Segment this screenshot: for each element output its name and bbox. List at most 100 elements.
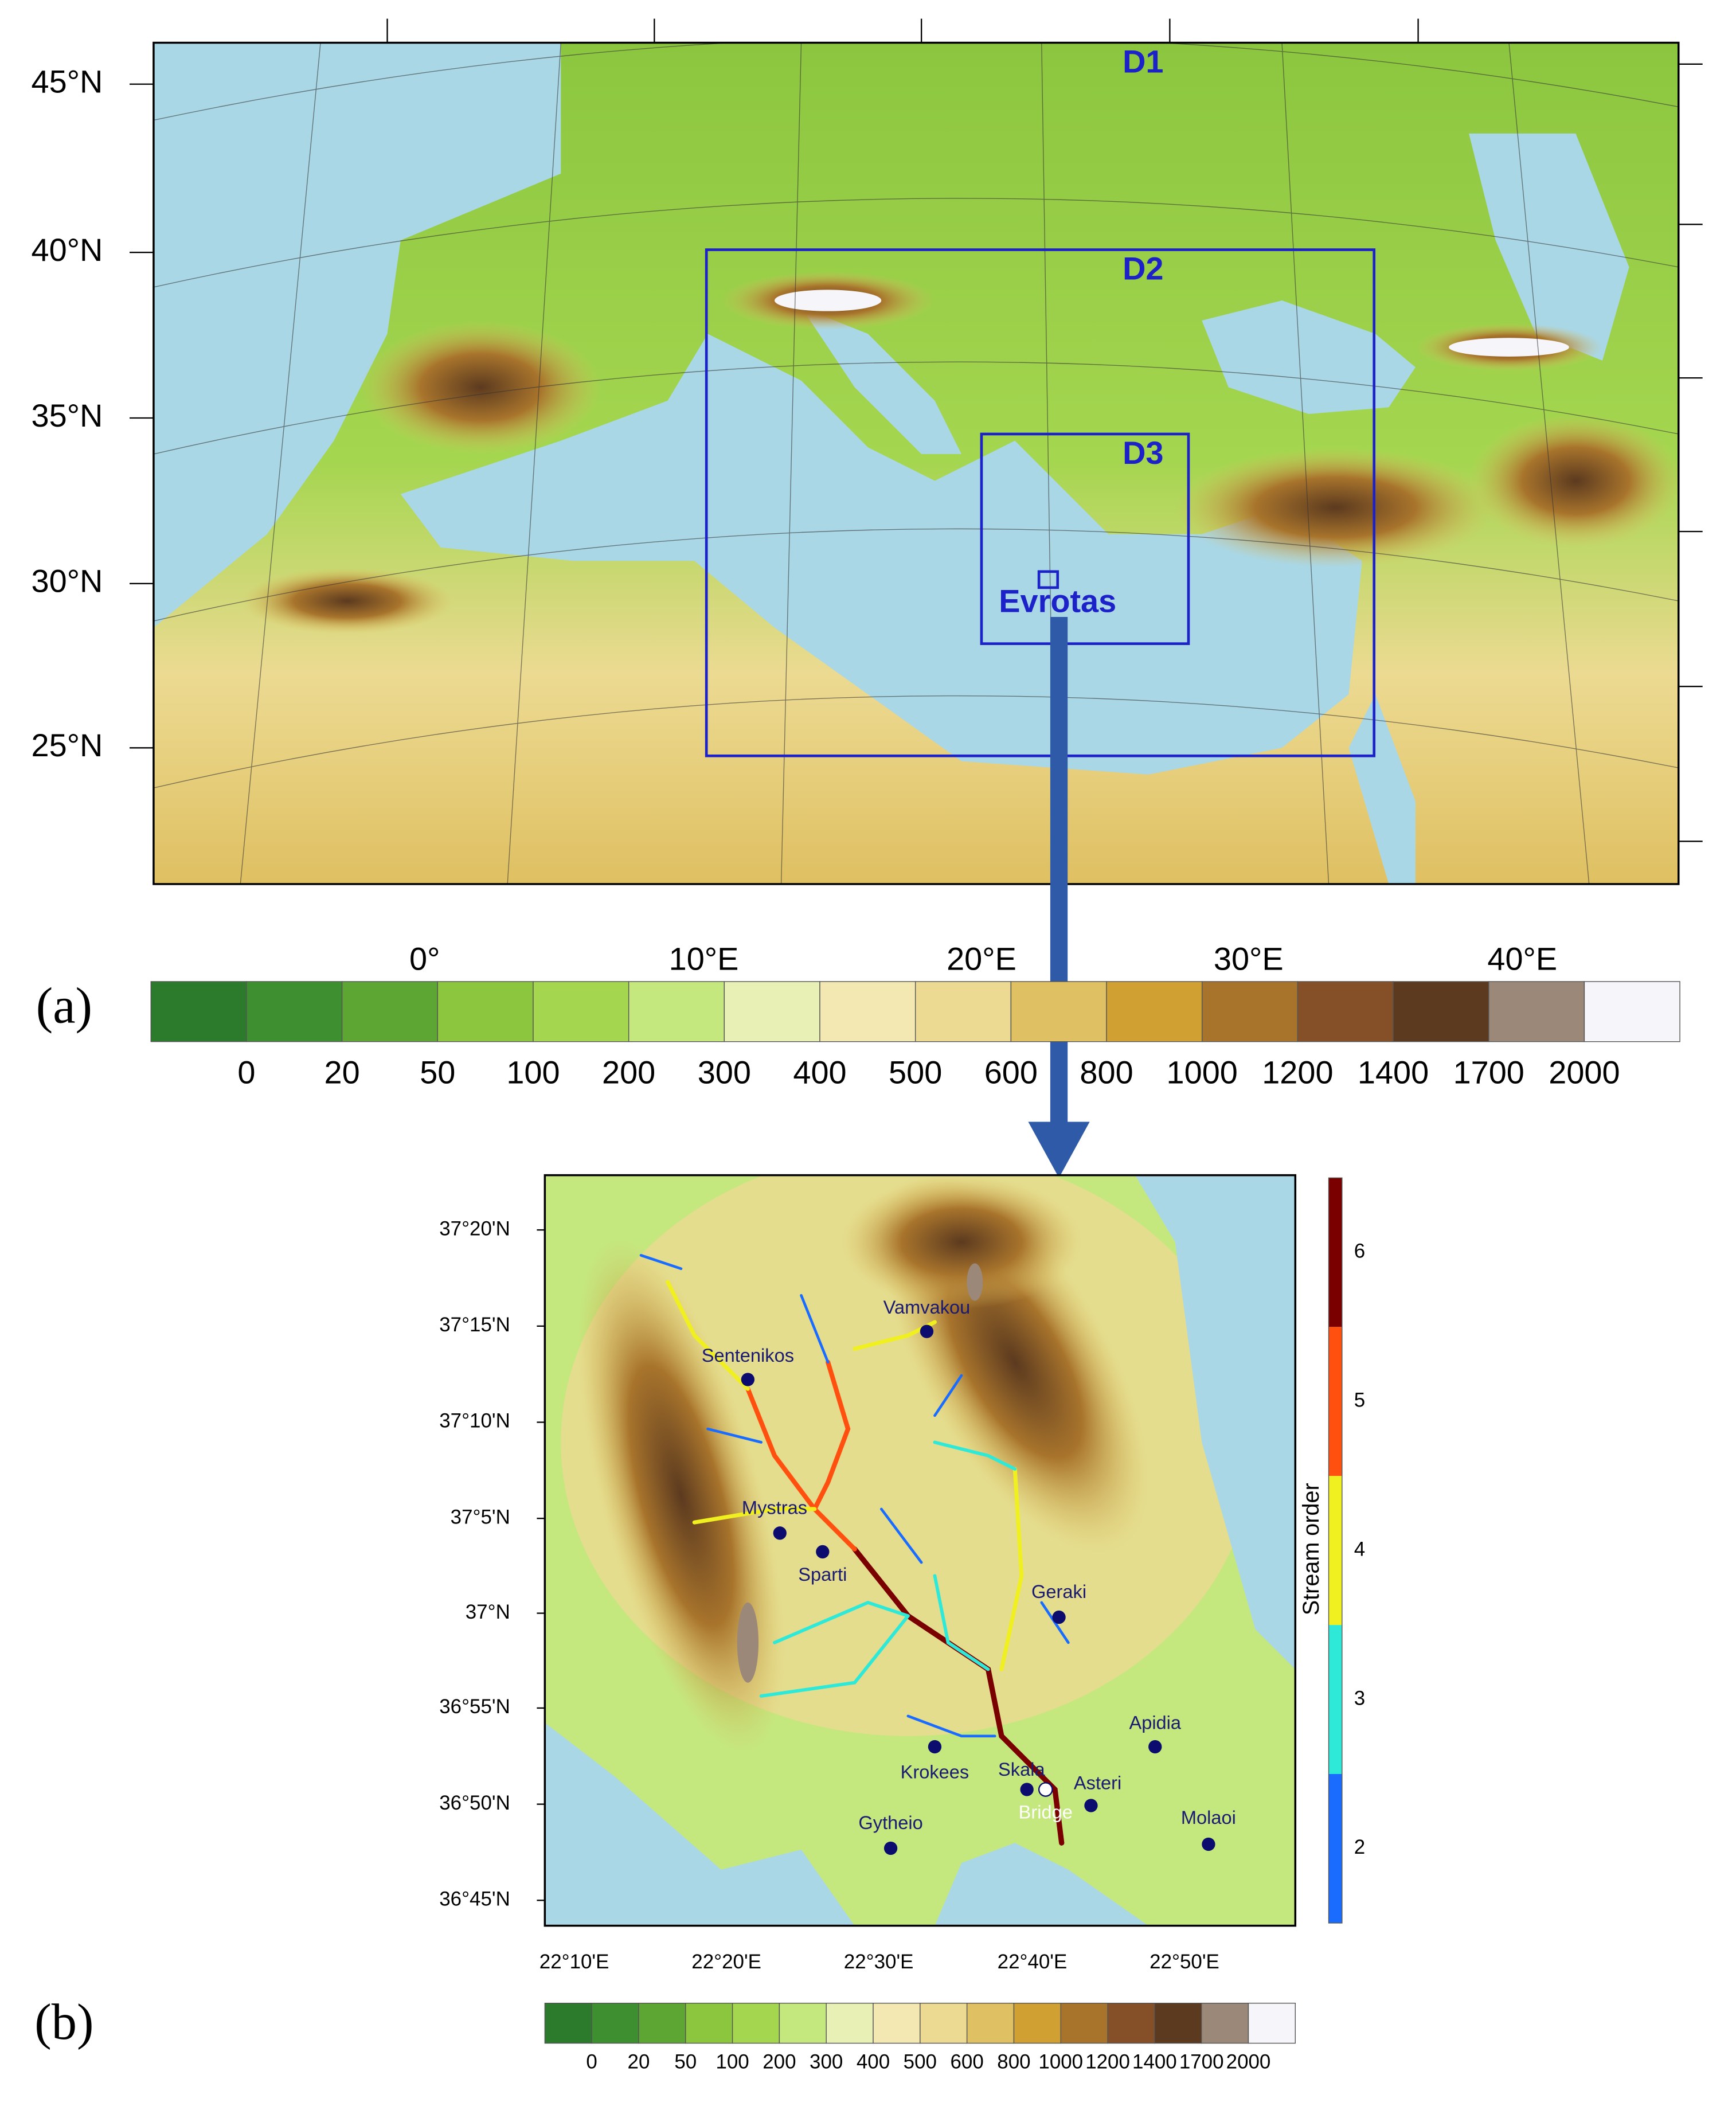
colorbar-cell <box>1583 981 1680 1042</box>
stream-order-cell <box>1328 1476 1342 1626</box>
lat-label: 36°50'N <box>439 1792 510 1814</box>
stream-order-frame <box>1328 1177 1343 1924</box>
colorbar-cell <box>1060 2002 1108 2044</box>
place-label: Skala <box>998 1759 1045 1780</box>
colorbar-cell <box>819 981 916 1042</box>
lat-label: 30°N <box>32 563 103 599</box>
colorbar-label: 600 <box>984 1054 1038 1091</box>
stream-order-label: 4 <box>1354 1538 1365 1560</box>
place-label: Krokees <box>901 1761 969 1783</box>
colorbar-cell <box>1393 981 1489 1042</box>
place-label: Gytheio <box>858 1812 922 1833</box>
stream-order-title: Stream order <box>1299 1483 1324 1615</box>
place-label: Molaoi <box>1181 1807 1236 1828</box>
colorbar-cell <box>1106 981 1203 1042</box>
colorbar-label: 200 <box>763 2051 796 2073</box>
colorbar-label: 500 <box>889 1054 942 1091</box>
stream-order-cell <box>1328 1178 1342 1327</box>
lat-label: 40°N <box>32 232 103 268</box>
lon-label: 22°20'E <box>691 1951 761 1973</box>
stream-order-label: 3 <box>1354 1687 1365 1709</box>
colorbar-label: 50 <box>420 1054 455 1091</box>
lat-label: 36°45'N <box>439 1888 510 1910</box>
place-marker <box>741 1373 755 1386</box>
lat-label: 37°N <box>466 1601 510 1623</box>
colorbar-label: 20 <box>628 2051 650 2073</box>
colorbar-label: 500 <box>904 2051 937 2073</box>
colorbar-cell <box>1013 2002 1061 2044</box>
place-marker <box>1084 1799 1098 1812</box>
stream-order-cell <box>1328 1327 1342 1476</box>
colorbar-cell <box>1201 2002 1249 2044</box>
place-label: Sentenikos <box>702 1345 794 1366</box>
colorbar-label: 1400 <box>1358 1054 1429 1091</box>
basin-label: Evrotas <box>999 583 1116 619</box>
colorbar-cell <box>533 981 630 1042</box>
place-marker <box>928 1740 942 1754</box>
colorbar-cell <box>779 2002 827 2044</box>
map-a <box>153 42 1679 884</box>
colorbar-cell <box>826 2002 874 2044</box>
colorbar-cell <box>724 981 820 1042</box>
panel-label: (a) <box>36 978 92 1034</box>
lon-label: 10°E <box>669 941 739 977</box>
colorbar-cell <box>638 2002 686 2044</box>
colorbar-cell <box>591 2002 639 2044</box>
panel-label: (b) <box>34 1994 93 2050</box>
colorbar-cell <box>1248 2002 1296 2044</box>
place-marker <box>1052 1610 1066 1624</box>
colorbar-label: 0 <box>586 2051 597 2073</box>
lat-label: 36°55'N <box>439 1695 510 1718</box>
lon-label: 22°50'E <box>1149 1951 1219 1973</box>
lat-label: 35°N <box>32 397 103 433</box>
place-marker <box>920 1324 934 1338</box>
place-marker <box>883 1841 898 1855</box>
colorbar-cell <box>732 2002 780 2044</box>
colorbar-label: 400 <box>857 2051 890 2073</box>
colorbar-label: 0 <box>237 1054 255 1091</box>
lon-label: 22°10'E <box>539 1951 609 1973</box>
colorbar-label: 20 <box>324 1054 360 1091</box>
place-label: Bridge <box>1019 1802 1073 1823</box>
place-marker <box>1020 1783 1034 1796</box>
map-b-frame <box>544 1174 1297 1927</box>
colorbar-label: 2000 <box>1549 1054 1620 1091</box>
place-label: Vamvakou <box>883 1296 971 1318</box>
colorbar-label: 600 <box>951 2051 984 2073</box>
colorbar-label: 1000 <box>1038 2051 1083 2073</box>
place-marker <box>1202 1837 1215 1851</box>
stream-order-cell <box>1328 1773 1342 1923</box>
arrow-head <box>1028 1122 1090 1178</box>
stream-order-cell <box>1328 1625 1342 1774</box>
colorbar-cell <box>1488 981 1585 1042</box>
place-marker <box>1038 1782 1053 1797</box>
map-b <box>545 1175 1296 1926</box>
place-label: Apidia <box>1129 1712 1181 1733</box>
stream-order-label: 6 <box>1354 1240 1365 1262</box>
colorbar-cell <box>1202 981 1299 1042</box>
lat-label: 37°15'N <box>439 1314 510 1336</box>
colorbar-label: 100 <box>506 1054 560 1091</box>
colorbar-label: 50 <box>674 2051 697 2073</box>
colorbar-label: 1000 <box>1167 1054 1238 1091</box>
colorbar-cell <box>1154 2002 1202 2044</box>
colorbar-label: 100 <box>715 2051 749 2073</box>
colorbar-label: 2000 <box>1226 2051 1271 2073</box>
place-label: Mystras <box>742 1497 807 1518</box>
colorbar-label: 400 <box>793 1054 846 1091</box>
lat-label: 37°20'N <box>439 1217 510 1240</box>
domain-label: D3 <box>1123 435 1163 471</box>
stream-order-label: 5 <box>1354 1389 1365 1411</box>
stream-order-label: 2 <box>1354 1836 1365 1858</box>
colorbar-cell <box>150 981 247 1042</box>
colorbar-label: 200 <box>602 1054 655 1091</box>
colorbar-label: 1700 <box>1453 1054 1524 1091</box>
colorbar-label: 1700 <box>1179 2051 1224 2073</box>
colorbar-cell <box>544 2002 592 2044</box>
lon-label: 22°30'E <box>844 1951 914 1973</box>
colorbar-label: 1400 <box>1132 2051 1177 2073</box>
colorbar-label: 1200 <box>1085 2051 1130 2073</box>
colorbar-cell <box>246 981 343 1042</box>
colorbar-cell <box>1297 981 1394 1042</box>
colorbar-cell <box>1010 981 1107 1042</box>
